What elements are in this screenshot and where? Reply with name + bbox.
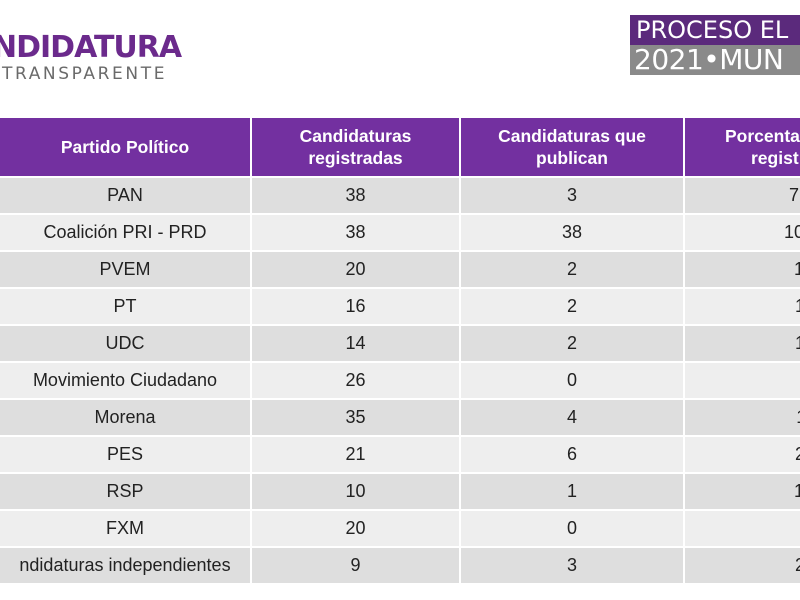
badge-line-1: PROCESO EL <box>630 15 800 45</box>
table-row: UDC14214.3 <box>0 324 800 361</box>
cell-party: PT <box>0 287 252 324</box>
cell-publishing: 6 <box>461 435 685 472</box>
cell-percentage: 12.5 <box>685 287 800 324</box>
table-row: Coalición PRI - PRD3838100% <box>0 213 800 250</box>
cell-party: PVEM <box>0 250 252 287</box>
cell-percentage: 11.4 <box>685 398 800 435</box>
cell-registered: 14 <box>252 324 461 361</box>
table-row: Morena35411.4 <box>0 398 800 435</box>
cell-publishing: 2 <box>461 287 685 324</box>
cell-percentage: 0% <box>685 509 800 546</box>
cell-publishing: 4 <box>461 398 685 435</box>
cell-registered: 35 <box>252 398 461 435</box>
cell-percentage: 10% <box>685 472 800 509</box>
cell-percentage: 22.2 <box>685 546 800 583</box>
cell-publishing: 3 <box>461 176 685 213</box>
table-row: PT16212.5 <box>0 287 800 324</box>
brand-logo: NDIDATURA TRANSPARENTE <box>0 30 182 85</box>
cell-party: RSP <box>0 472 252 509</box>
cell-registered: 38 <box>252 213 461 250</box>
cell-registered: 10 <box>252 472 461 509</box>
cell-party: Morena <box>0 398 252 435</box>
header-percentage: Porcenta regist <box>685 118 800 176</box>
table-header-row: Partido Político Candidaturas registradas… <box>0 118 800 176</box>
table-row: Movimiento Ciudadano2600% <box>0 361 800 398</box>
cell-publishing: 1 <box>461 472 685 509</box>
cell-percentage: 0% <box>685 361 800 398</box>
table-row: RSP10110% <box>0 472 800 509</box>
table-row: PVEM20210% <box>0 250 800 287</box>
cell-percentage: 14.3 <box>685 324 800 361</box>
header-publishing: Candidaturas que publican <box>461 118 685 176</box>
cell-publishing: 0 <box>461 361 685 398</box>
cell-percentage: 28.6 <box>685 435 800 472</box>
cell-registered: 16 <box>252 287 461 324</box>
cell-party: ndidaturas independientes <box>0 546 252 583</box>
cell-percentage: 100% <box>685 213 800 250</box>
cell-publishing: 0 <box>461 509 685 546</box>
cell-registered: 38 <box>252 176 461 213</box>
cell-percentage: 10% <box>685 250 800 287</box>
cell-percentage: 7.9% <box>685 176 800 213</box>
cell-party: PES <box>0 435 252 472</box>
cell-registered: 21 <box>252 435 461 472</box>
header-registered: Candidaturas registradas <box>252 118 461 176</box>
table-row: PES21628.6 <box>0 435 800 472</box>
cell-registered: 20 <box>252 250 461 287</box>
cell-publishing: 3 <box>461 546 685 583</box>
table-row: ndidaturas independientes9322.2 <box>0 546 800 583</box>
header-party: Partido Político <box>0 118 252 176</box>
cell-publishing: 2 <box>461 324 685 361</box>
cell-registered: 9 <box>252 546 461 583</box>
table-row: FXM2000% <box>0 509 800 546</box>
candidacies-table: Partido Político Candidaturas registradas… <box>0 118 800 583</box>
process-badge: PROCESO EL 2021•MUN <box>630 15 800 75</box>
cell-party: UDC <box>0 324 252 361</box>
cell-registered: 20 <box>252 509 461 546</box>
logo-title: NDIDATURA <box>0 30 182 65</box>
cell-party: Movimiento Ciudadano <box>0 361 252 398</box>
cell-party: Coalición PRI - PRD <box>0 213 252 250</box>
cell-party: FXM <box>0 509 252 546</box>
cell-registered: 26 <box>252 361 461 398</box>
cell-publishing: 38 <box>461 213 685 250</box>
logo-subtitle: TRANSPARENTE <box>2 64 168 84</box>
cell-publishing: 2 <box>461 250 685 287</box>
cell-party: PAN <box>0 176 252 213</box>
badge-line-2: 2021•MUN <box>630 45 800 75</box>
